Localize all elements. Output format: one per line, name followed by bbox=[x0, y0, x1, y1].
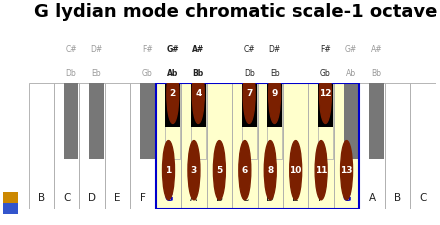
Bar bbox=[64, 83, 78, 159]
Text: A#: A# bbox=[192, 45, 205, 54]
Circle shape bbox=[167, 64, 179, 124]
Text: B: B bbox=[216, 193, 223, 203]
Text: F#: F# bbox=[142, 45, 153, 54]
Bar bbox=[29, 83, 54, 209]
Text: basicmusictheory.com: basicmusictheory.com bbox=[7, 83, 12, 142]
Text: Gb: Gb bbox=[320, 69, 331, 78]
Bar bbox=[232, 83, 257, 209]
Text: C#: C# bbox=[65, 45, 77, 54]
Bar bbox=[56, 209, 77, 216]
Circle shape bbox=[213, 141, 225, 200]
Bar bbox=[181, 83, 207, 209]
Text: 3: 3 bbox=[191, 166, 197, 175]
Bar bbox=[191, 83, 205, 127]
Bar bbox=[242, 83, 257, 159]
Text: A: A bbox=[191, 193, 198, 203]
Bar bbox=[318, 83, 333, 159]
Circle shape bbox=[319, 64, 331, 124]
Text: A: A bbox=[368, 193, 376, 203]
Text: 4: 4 bbox=[195, 89, 202, 98]
Text: 11: 11 bbox=[315, 166, 327, 175]
Circle shape bbox=[188, 141, 200, 200]
Bar bbox=[156, 83, 359, 209]
Bar bbox=[344, 83, 358, 159]
Text: Db: Db bbox=[244, 69, 254, 78]
Text: 8: 8 bbox=[267, 166, 273, 175]
Text: 13: 13 bbox=[340, 166, 353, 175]
Text: 6: 6 bbox=[242, 166, 248, 175]
Text: Eb: Eb bbox=[270, 69, 279, 78]
Text: G#: G# bbox=[166, 45, 179, 54]
Bar bbox=[308, 83, 334, 209]
Text: Ab: Ab bbox=[346, 69, 356, 78]
Text: G: G bbox=[164, 193, 173, 203]
Text: C#: C# bbox=[243, 45, 255, 54]
Text: 2: 2 bbox=[170, 89, 176, 98]
Text: Bb: Bb bbox=[193, 69, 204, 78]
Bar bbox=[267, 83, 282, 159]
Bar bbox=[318, 83, 333, 127]
Text: 7: 7 bbox=[246, 89, 252, 98]
Text: G#: G# bbox=[345, 45, 357, 54]
Bar bbox=[54, 83, 80, 209]
Text: Eb: Eb bbox=[92, 69, 101, 78]
Text: C: C bbox=[241, 193, 249, 203]
Circle shape bbox=[264, 141, 276, 200]
Text: B: B bbox=[394, 193, 401, 203]
Bar bbox=[207, 83, 232, 209]
Text: C: C bbox=[63, 193, 70, 203]
Circle shape bbox=[239, 141, 251, 200]
Bar bbox=[165, 83, 180, 127]
Text: 12: 12 bbox=[319, 89, 332, 98]
Text: E: E bbox=[293, 193, 299, 203]
Bar bbox=[156, 83, 181, 209]
Text: D: D bbox=[266, 193, 274, 203]
Circle shape bbox=[341, 141, 352, 200]
Text: D#: D# bbox=[268, 45, 281, 54]
Text: D: D bbox=[88, 193, 96, 203]
Bar bbox=[385, 83, 410, 209]
Bar bbox=[359, 83, 385, 209]
Text: Ab: Ab bbox=[167, 69, 179, 78]
Text: 9: 9 bbox=[271, 89, 278, 98]
Text: E: E bbox=[114, 193, 121, 203]
Bar bbox=[130, 83, 156, 209]
Text: 5: 5 bbox=[216, 166, 223, 175]
Circle shape bbox=[192, 64, 204, 124]
Bar bbox=[257, 83, 283, 209]
Text: 1: 1 bbox=[165, 166, 172, 175]
Bar bbox=[410, 83, 436, 209]
Text: Gb: Gb bbox=[142, 69, 153, 78]
Bar bbox=[105, 83, 130, 209]
Circle shape bbox=[315, 141, 327, 200]
Text: A#: A# bbox=[370, 45, 382, 54]
Bar bbox=[267, 83, 282, 127]
Text: G: G bbox=[342, 193, 351, 203]
Bar bbox=[334, 83, 359, 209]
Circle shape bbox=[162, 141, 175, 200]
Bar bbox=[140, 83, 155, 159]
Bar bbox=[242, 83, 257, 127]
Text: B: B bbox=[38, 193, 45, 203]
Bar bbox=[165, 83, 180, 159]
Bar bbox=[283, 83, 308, 209]
Text: 10: 10 bbox=[290, 166, 302, 175]
Text: C: C bbox=[419, 193, 426, 203]
Text: G lydian mode chromatic scale-1 octave: G lydian mode chromatic scale-1 octave bbox=[34, 3, 437, 21]
Text: F: F bbox=[318, 193, 324, 203]
Bar bbox=[369, 83, 384, 159]
Text: F: F bbox=[140, 193, 146, 203]
Text: F#: F# bbox=[320, 45, 331, 54]
Text: Bb: Bb bbox=[371, 69, 381, 78]
Circle shape bbox=[290, 141, 302, 200]
Circle shape bbox=[243, 64, 255, 124]
Text: D#: D# bbox=[90, 45, 103, 54]
Text: Db: Db bbox=[66, 69, 77, 78]
Bar bbox=[89, 83, 104, 159]
Bar bbox=[191, 83, 205, 159]
Bar bbox=[80, 83, 105, 209]
Circle shape bbox=[268, 64, 281, 124]
